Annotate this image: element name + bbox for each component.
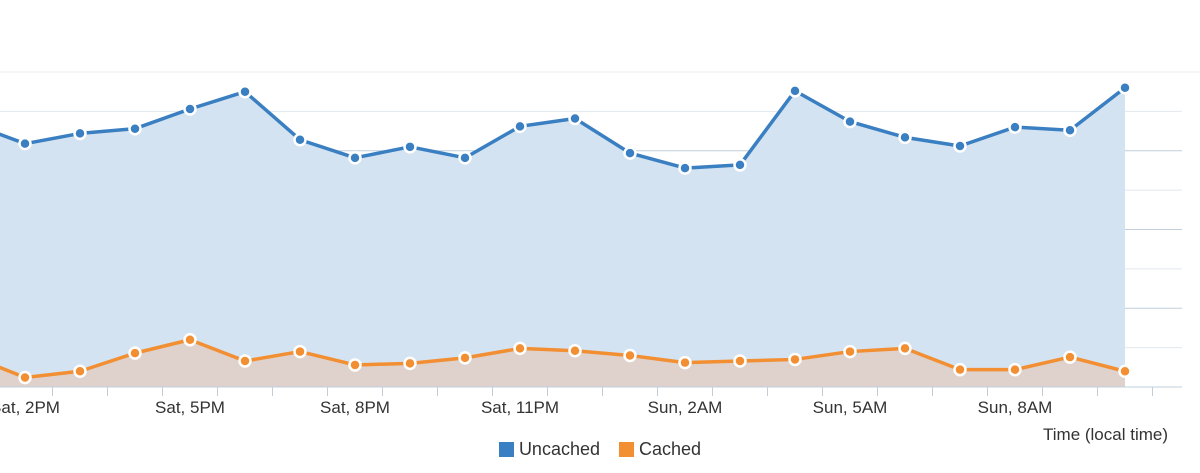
series-areas	[0, 87, 1125, 387]
x-tick-label: Sat, 5PM	[155, 398, 225, 417]
data-point-cached-4[interactable]	[183, 333, 197, 347]
data-point-uncached-11[interactable]	[568, 111, 582, 126]
data-point-cached-12[interactable]	[623, 348, 637, 363]
data-point-cached-16[interactable]	[843, 344, 857, 359]
legend-item-uncached[interactable]: Uncached	[498, 439, 600, 460]
data-point-cached-7[interactable]	[348, 358, 362, 372]
x-tick-label: Sun, 5AM	[813, 398, 888, 417]
data-point-cached-15[interactable]	[788, 352, 802, 367]
data-point-cached-9[interactable]	[458, 351, 472, 365]
data-point-uncached-9[interactable]	[458, 151, 472, 165]
data-point-uncached-8[interactable]	[403, 140, 417, 154]
legend: Uncached Cached	[0, 439, 1200, 462]
data-point-cached-10[interactable]	[513, 341, 527, 356]
data-point-cached-8[interactable]	[403, 356, 417, 371]
data-point-uncached-1[interactable]	[18, 136, 32, 151]
legend-label-cached: Cached	[639, 439, 702, 459]
x-axis-title: Time (local time)	[1043, 425, 1168, 444]
x-tick-label: Sun, 2AM	[648, 398, 723, 417]
data-point-uncached-12[interactable]	[623, 146, 637, 160]
data-point-uncached-3[interactable]	[128, 121, 142, 136]
data-point-uncached-20[interactable]	[1063, 123, 1077, 138]
series-area-cached	[0, 339, 1125, 387]
data-point-cached-14[interactable]	[733, 354, 747, 368]
x-tick-label: Sun, 8AM	[978, 398, 1053, 417]
data-point-uncached-21[interactable]	[1118, 81, 1132, 95]
data-point-cached-5[interactable]	[238, 354, 252, 368]
x-axis: Sat, 2PM Sat, 5PM Sat, 8PM Sat, 11PM Sun, 2A…	[0, 386, 1182, 417]
data-point-uncached-19[interactable]	[1008, 120, 1022, 134]
data-point-cached-17[interactable]	[898, 341, 912, 356]
legend-swatch-uncached	[498, 442, 514, 457]
data-point-cached-3[interactable]	[128, 346, 142, 360]
data-point-uncached-13[interactable]	[678, 161, 692, 175]
data-point-uncached-7[interactable]	[348, 151, 362, 165]
data-point-cached-19[interactable]	[1008, 362, 1022, 377]
data-point-cached-6[interactable]	[293, 344, 307, 359]
legend-item-cached[interactable]: Cached	[619, 439, 701, 460]
data-point-uncached-4[interactable]	[183, 102, 197, 116]
data-point-cached-11[interactable]	[568, 344, 582, 358]
data-point-cached-20[interactable]	[1063, 350, 1077, 364]
data-point-cached-2[interactable]	[73, 364, 87, 378]
data-point-uncached-2[interactable]	[73, 126, 87, 141]
x-tick-label: Sat, 11PM	[481, 398, 559, 417]
data-point-uncached-18[interactable]	[953, 139, 967, 153]
x-tick-label: Sat, 8PM	[320, 398, 390, 417]
data-point-uncached-14[interactable]	[733, 158, 747, 172]
data-point-uncached-10[interactable]	[513, 119, 527, 134]
data-point-cached-18[interactable]	[953, 362, 967, 377]
x-tick-label: Sat, 2PM	[0, 398, 60, 417]
data-point-uncached-5[interactable]	[238, 84, 252, 99]
series-line-uncached	[0, 86, 1127, 170]
data-point-cached-1[interactable]	[18, 370, 32, 385]
series-lines	[0, 86, 1127, 380]
legend-swatch-cached	[619, 442, 635, 457]
series-points	[18, 81, 1132, 385]
series-area-uncached	[0, 87, 1125, 387]
data-point-uncached-15[interactable]	[788, 84, 802, 98]
data-point-cached-13[interactable]	[678, 355, 692, 370]
data-point-uncached-6[interactable]	[293, 132, 307, 147]
data-point-cached-21[interactable]	[1118, 364, 1132, 378]
series-line-cached	[0, 338, 1127, 380]
data-point-uncached-16[interactable]	[843, 114, 857, 129]
legend-label-uncached: Uncached	[518, 439, 600, 459]
data-point-uncached-17[interactable]	[898, 130, 912, 145]
